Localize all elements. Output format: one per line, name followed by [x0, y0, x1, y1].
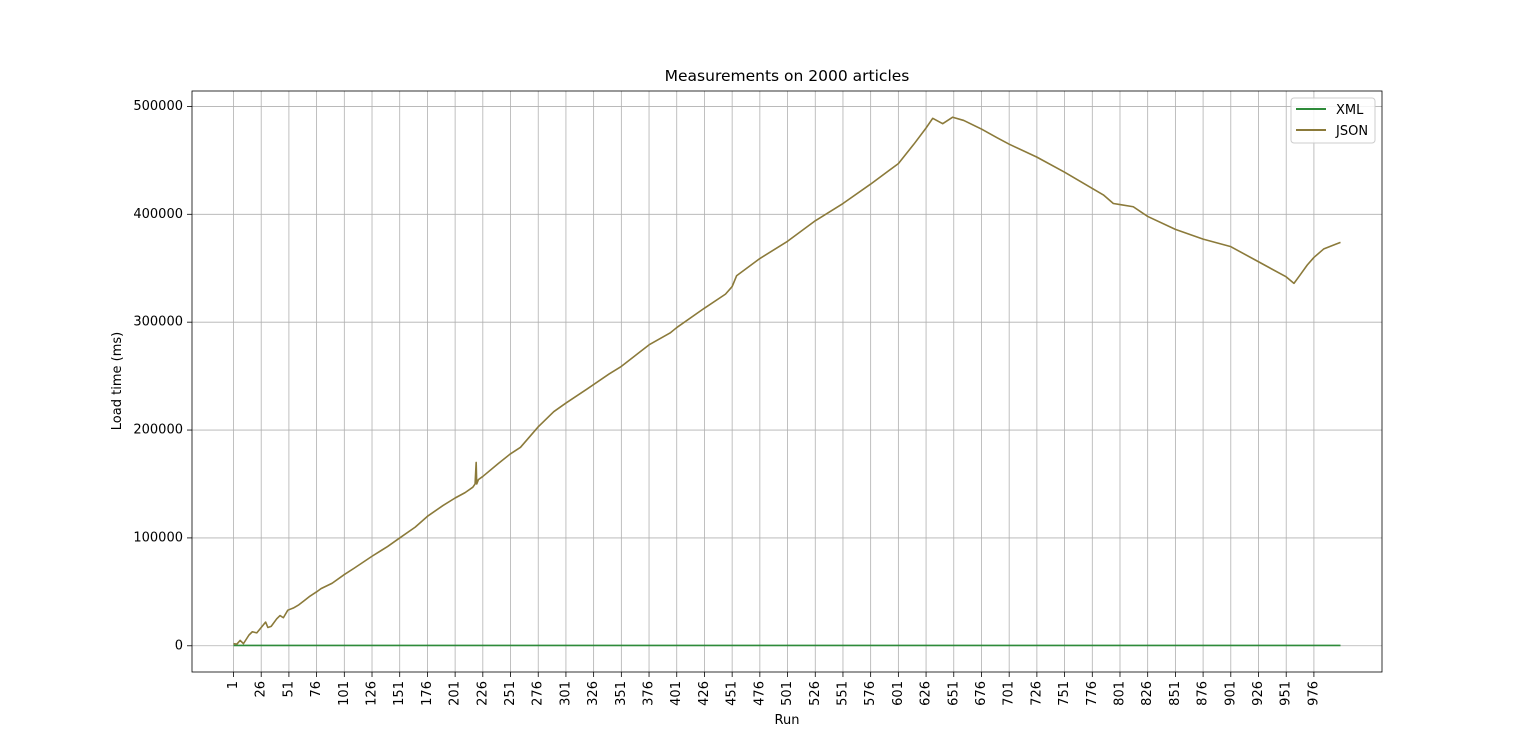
y-tick-label-500000: 500000: [133, 99, 183, 114]
x-tick-label-176: 176: [420, 681, 435, 706]
x-tick-label-476: 476: [752, 681, 767, 706]
grid-lines: [192, 91, 1382, 672]
x-tick-label-851: 851: [1168, 681, 1183, 706]
plot-series: [233, 116, 1341, 647]
x-tick-label-251: 251: [503, 681, 518, 706]
chart-title: Measurements on 2000 articles: [665, 67, 910, 85]
x-tick-label-151: 151: [392, 681, 407, 706]
x-tick-label-326: 326: [586, 681, 601, 706]
x-tick-label-401: 401: [669, 681, 684, 706]
x-tick-label-676: 676: [974, 681, 989, 706]
x-tick-label-976: 976: [1306, 681, 1321, 706]
x-tick-label-226: 226: [475, 681, 490, 706]
x-tick-label-526: 526: [808, 681, 823, 706]
x-tick-label-576: 576: [863, 681, 878, 706]
x-tick-label-776: 776: [1085, 681, 1100, 706]
x-tick-label-751: 751: [1057, 681, 1072, 706]
legend: XML JSON: [1290, 97, 1376, 144]
x-tick-label-101: 101: [337, 681, 352, 706]
y-tick-label-0: 0: [175, 638, 183, 653]
y-tick-label-300000: 300000: [133, 315, 183, 330]
x-tick-label-826: 826: [1140, 681, 1155, 706]
x-tick-label-626: 626: [919, 681, 934, 706]
series-line-json: [233, 116, 1341, 645]
legend-label-xml: XML: [1336, 103, 1364, 118]
legend-label-json: JSON: [1335, 124, 1368, 139]
x-tick-label-501: 501: [780, 681, 795, 706]
x-tick-label-951: 951: [1279, 681, 1294, 706]
x-tick-label-51: 51: [281, 681, 296, 698]
x-tick-label-876: 876: [1196, 681, 1211, 706]
x-tick-label-301: 301: [558, 681, 573, 706]
y-axis-label: Load time (ms): [110, 332, 125, 430]
x-tick-label-76: 76: [309, 681, 324, 698]
x-tick-label-351: 351: [614, 681, 629, 706]
x-tick-label-551: 551: [835, 681, 850, 706]
x-tick-label-276: 276: [531, 681, 546, 706]
x-tick-label-651: 651: [946, 681, 961, 706]
x-tick-label-426: 426: [697, 681, 712, 706]
x-tick-label-926: 926: [1251, 681, 1266, 706]
x-tick-label-601: 601: [891, 681, 906, 706]
x-tick-label-726: 726: [1029, 681, 1044, 706]
y-tick-label-400000: 400000: [133, 207, 183, 222]
x-tick-label-126: 126: [365, 681, 380, 706]
x-tick-label-451: 451: [725, 681, 740, 706]
x-axis-label: Run: [775, 713, 800, 728]
x-tick-label-901: 901: [1223, 681, 1238, 706]
y-tick-label-200000: 200000: [133, 423, 183, 438]
x-tick-label-1: 1: [226, 681, 241, 689]
x-tick-label-376: 376: [642, 681, 657, 706]
x-tick-label-26: 26: [254, 681, 269, 698]
x-tick-label-701: 701: [1002, 681, 1017, 706]
x-tick-label-801: 801: [1112, 681, 1127, 706]
axis-ticks: 1 26 51 76 101 126 151 176 201 226 251 276 301 326 351…: [133, 99, 1321, 706]
y-tick-label-100000: 100000: [133, 530, 183, 545]
plot-area-frame: [191, 90, 1383, 673]
x-tick-label-201: 201: [448, 681, 463, 706]
